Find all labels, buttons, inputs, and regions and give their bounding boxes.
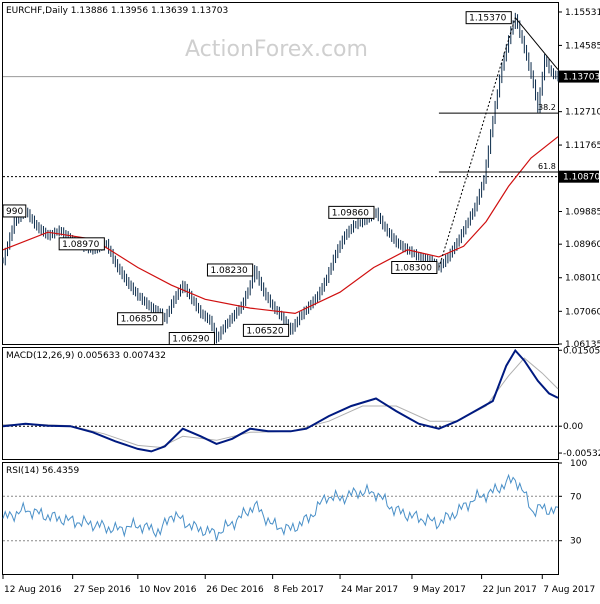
macd-y-tick-label: 0.00 <box>563 422 583 432</box>
chart-dynamic-layer: 1.15531 1.14585 1.12710 1.11765 1.09885 1.089… <box>2 8 600 595</box>
price-annotation-box <box>206 263 254 277</box>
price-annotation-box <box>465 11 512 25</box>
x-axis-tick-label: 9 May 2017 <box>413 585 466 595</box>
x-axis-tick-label: 8 Feb 2017 <box>274 585 324 595</box>
x-axis-tick-label: 7 Aug 2017 <box>543 585 595 595</box>
rsi-y-tick-label: 100 <box>570 459 587 469</box>
price-annotation-box <box>391 260 438 274</box>
price-panel-frame <box>2 2 559 345</box>
last-price-label: 1.13703 <box>563 73 600 83</box>
price-annotation-label: 1.08300 <box>395 263 432 273</box>
price-annotation-box <box>117 312 164 326</box>
price-y-tick-label: 1.08010 <box>565 274 600 284</box>
reference-level-label: 1.10870 <box>563 173 600 183</box>
rsi-chart-title: RSI(14) 56.4359 <box>6 466 79 476</box>
price-annotation-box <box>168 332 215 346</box>
price-annotation-label: 1.09860 <box>332 208 369 218</box>
price-chart-title: EURCHF,Daily 1.13886 1.13956 1.13639 1.1… <box>6 6 228 16</box>
last-price-marker <box>559 70 599 83</box>
price-annotation-box <box>328 205 375 219</box>
macd-signal-line <box>2 357 559 448</box>
price-y-tick-label: 1.06135 <box>565 340 600 350</box>
x-axis-tick-label: 22 Jun 2017 <box>483 585 537 595</box>
moving-average-line <box>2 136 559 315</box>
x-axis-tick-label: 26 Dec 2016 <box>206 585 264 595</box>
macd-y-tick-label: 0.015052 <box>563 346 600 356</box>
rsi-y-tick-label: 70 <box>570 492 582 502</box>
macd-line <box>2 348 559 453</box>
price-y-tick-label: 1.14585 <box>565 41 600 51</box>
watermark: ActionForex.com <box>185 37 368 62</box>
x-axis-tick-label: 10 Nov 2016 <box>139 585 197 595</box>
macd-y-tick-label: -0.005321 <box>563 449 600 459</box>
price-annotation-label: 1.06290 <box>172 335 209 345</box>
x-axis-tick-label: 27 Sep 2016 <box>74 585 131 595</box>
x-axis-tick-label: 24 Mar 2017 <box>341 585 398 595</box>
price-annotation-label: 1.08230 <box>210 266 247 276</box>
macd-panel-frame <box>2 347 559 460</box>
rsi-line <box>2 473 559 541</box>
price-annotation-label: 1.06520 <box>246 326 283 336</box>
price-y-tick-label: 1.08960 <box>565 240 600 250</box>
price-annotation-box <box>58 237 105 251</box>
price-annotation-label: 1.06850 <box>121 315 158 325</box>
price-annotation-label: 1.08970 <box>62 240 99 250</box>
price-annotation-label: 1.15370 <box>469 14 506 24</box>
price-y-tick-label: 1.15531 <box>565 8 600 18</box>
x-axis-tick-label: 12 Aug 2016 <box>4 585 62 595</box>
price-y-tick-label: 1.11765 <box>565 141 600 151</box>
price-y-tick-label: 1.07060 <box>565 307 600 317</box>
price-annotation-box <box>2 204 27 218</box>
price-y-tick-label: 1.09885 <box>565 207 600 217</box>
macd-chart-title: MACD(12,26,9) 0.005633 0.007432 <box>6 351 166 361</box>
fib-level-label: 38.2 <box>538 103 556 112</box>
rsi-panel-frame <box>2 462 559 575</box>
price-y-tick-label: 1.12710 <box>565 108 600 118</box>
price-annotation-label: 990 <box>6 207 23 217</box>
rsi-y-tick-label: 30 <box>570 537 582 547</box>
resistance-line <box>514 17 559 70</box>
reference-level-marker <box>559 170 599 183</box>
price-annotation-box <box>242 323 290 337</box>
trend-line <box>438 17 516 268</box>
fib-level-label: 61.8 <box>538 162 556 171</box>
